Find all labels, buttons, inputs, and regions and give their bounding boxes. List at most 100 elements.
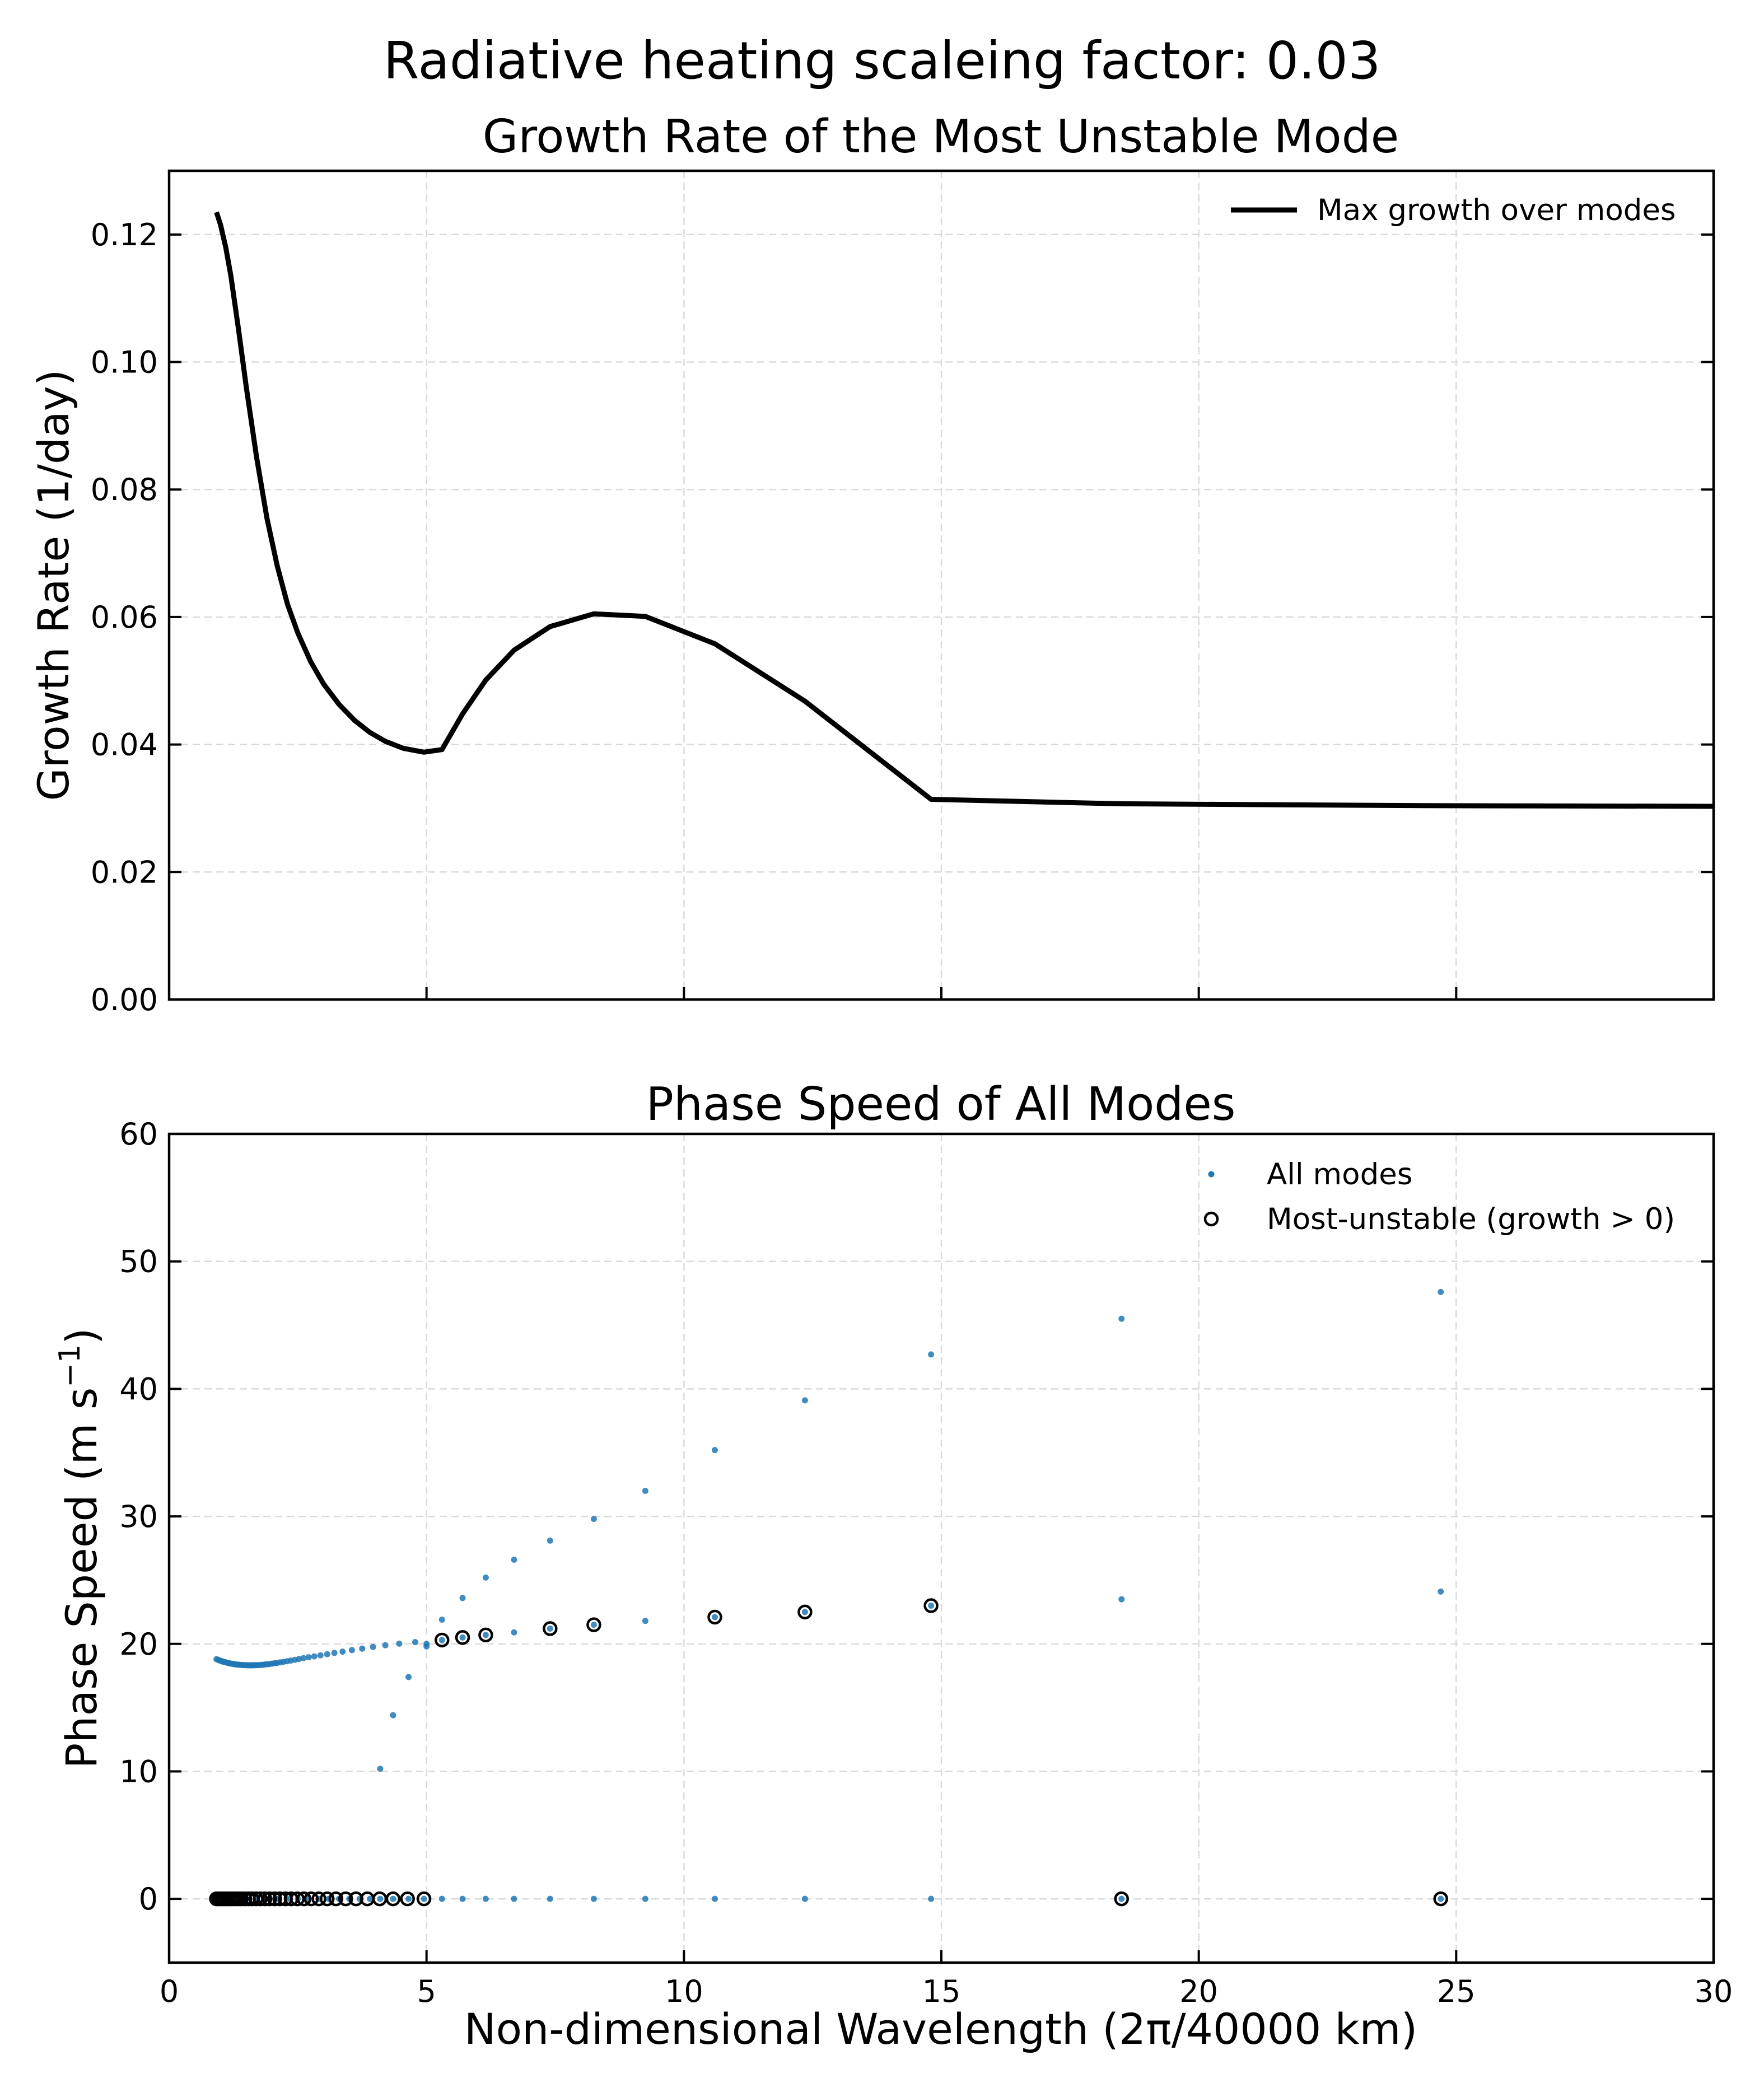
phase-speed-legend: All modes Most-unstable (growth > 0) [1203,1157,1675,1236]
all-modes-point [711,1614,718,1620]
phase-speed-ticks: 0 5 10 15 20 25 30 0 10 20 30 40 50 60 [119,1117,1733,2009]
phase-speed-y-tick-label: 50 [119,1244,158,1279]
all-modes-point [547,1537,553,1544]
all-modes-point [390,1712,396,1718]
all-modes-point [359,1645,366,1652]
all-modes-point [711,1447,718,1454]
phase-speed-y-tick-label: 30 [119,1499,158,1534]
phase-speed-y-label-sup: −1 [53,1344,87,1388]
all-modes-point [339,1648,346,1655]
all-modes-point [482,1574,489,1581]
all-modes-point [438,1617,445,1623]
growth-rate-legend: Max growth over modes [1231,193,1676,227]
all-modes-point [317,1652,324,1659]
most-unstable-point [923,1598,939,1613]
all-modes-point [928,1351,935,1358]
all-modes-point [642,1618,648,1624]
all-modes-point [377,1895,384,1902]
growth-rate-y-tick-label: 0.06 [91,600,158,635]
all-modes-point [1118,1895,1125,1902]
all-modes-point [928,1895,935,1902]
all-modes-point [421,1895,427,1902]
most-unstable-point [262,1891,277,1907]
all-modes-point [423,1643,430,1650]
growth-rate-ticks: 0.00 0.02 0.04 0.06 0.08 0.10 0.12 [91,217,1715,1017]
most-unstable-point [290,1891,305,1907]
all-modes-point [642,1895,648,1902]
growth-rate-y-axis-label: Growth Rate (1/day) [29,370,78,801]
all-modes-point [1438,1588,1444,1595]
all-modes-point [412,1639,418,1646]
phase-speed-x-axis-label: Non-dimensional Wavelength (2π/40000 km) [464,2004,1417,2054]
legend-label-most-unstable: Most-unstable (growth > 0) [1267,1202,1675,1236]
growth-rate-title: Growth Rate of the Most Unstable Mode [483,110,1399,164]
all-modes-point [590,1895,597,1902]
all-modes-point [367,1895,374,1902]
most-unstable-point [253,1891,268,1907]
max-growth-line [214,211,1714,809]
most-unstable-point [416,1891,432,1907]
all-modes-point [482,1895,489,1902]
most-unstable-point [267,1891,282,1907]
all-modes-point [511,1895,517,1902]
all-modes-point [801,1609,808,1615]
all-modes-point [1118,1315,1125,1322]
most-unstable-point [1433,1891,1449,1907]
legend-marker-all-modes [1208,1171,1215,1178]
most-unstable-point [586,1617,601,1632]
legend-label-max-growth: Max growth over modes [1317,193,1676,227]
phase-speed-y-tick-label: 60 [119,1117,158,1152]
phase-speed-y-tick-label: 40 [119,1371,158,1407]
all-modes-point [390,1895,396,1902]
all-modes-point [547,1625,553,1632]
legend-marker-most-unstable [1203,1211,1219,1227]
phase-speed-series [209,1288,1449,1907]
all-modes-point [928,1602,935,1609]
phase-speed-axes-frame [167,1132,1715,1964]
all-modes-point [1118,1596,1125,1603]
phase-speed-x-tick-label: 15 [922,1974,961,2009]
most-unstable-point [543,1621,558,1636]
all-modes-point [370,1643,376,1650]
all-modes-point [405,1895,412,1902]
growth-rate-series [214,211,1714,809]
all-modes-point [311,1653,318,1660]
growth-rate-y-tick-label: 0.10 [91,345,158,380]
most-unstable-point [707,1609,722,1625]
all-modes-point [396,1640,403,1647]
all-modes-point [382,1642,389,1648]
all-modes-point [547,1895,553,1902]
all-modes-point [324,1651,330,1657]
phase-speed-x-tick-label: 25 [1437,1974,1476,2009]
phase-speed-y-label-close: ) [57,1328,106,1344]
growth-rate-panel: Growth Rate of the Most Unstable Mode 0.… [29,110,1715,1017]
all-modes-point [296,1656,302,1662]
all-modes-point [438,1895,445,1902]
phase-speed-x-tick-label: 5 [417,1974,436,2009]
most-unstable-point [434,1632,450,1648]
growth-rate-grid [169,171,1714,1001]
legend-label-all-modes: All modes [1267,1157,1412,1192]
phase-speed-title: Phase Speed of All Modes [646,1078,1236,1131]
all-modes-point [590,1622,597,1628]
most-unstable-point [338,1891,353,1907]
phase-speed-grid [169,1133,1714,1963]
all-modes-point [801,1397,808,1404]
phase-speed-y-tick-label: 10 [119,1754,158,1789]
phase-speed-y-axis-label: Phase Speed (m s−1) [53,1328,106,1768]
phase-speed-x-tick-label: 10 [665,1974,703,2009]
figure-suptitle: Radiative heating scaleing factor: 0.03 [384,31,1381,91]
most-unstable-point [257,1891,273,1907]
all-modes-point [1438,1288,1444,1295]
all-modes-point [300,1655,307,1661]
all-modes-point [801,1895,808,1902]
most-unstable-point [328,1891,344,1907]
all-modes-point [459,1634,466,1641]
all-modes-point [459,1895,466,1902]
all-modes-point [642,1488,648,1494]
all-modes-point [348,1647,355,1654]
phase-speed-y-label-main: Phase Speed (m s [57,1388,106,1769]
all-modes-point [590,1516,597,1522]
growth-rate-y-tick-label: 0.00 [91,982,158,1017]
all-modes-point [511,1629,517,1636]
